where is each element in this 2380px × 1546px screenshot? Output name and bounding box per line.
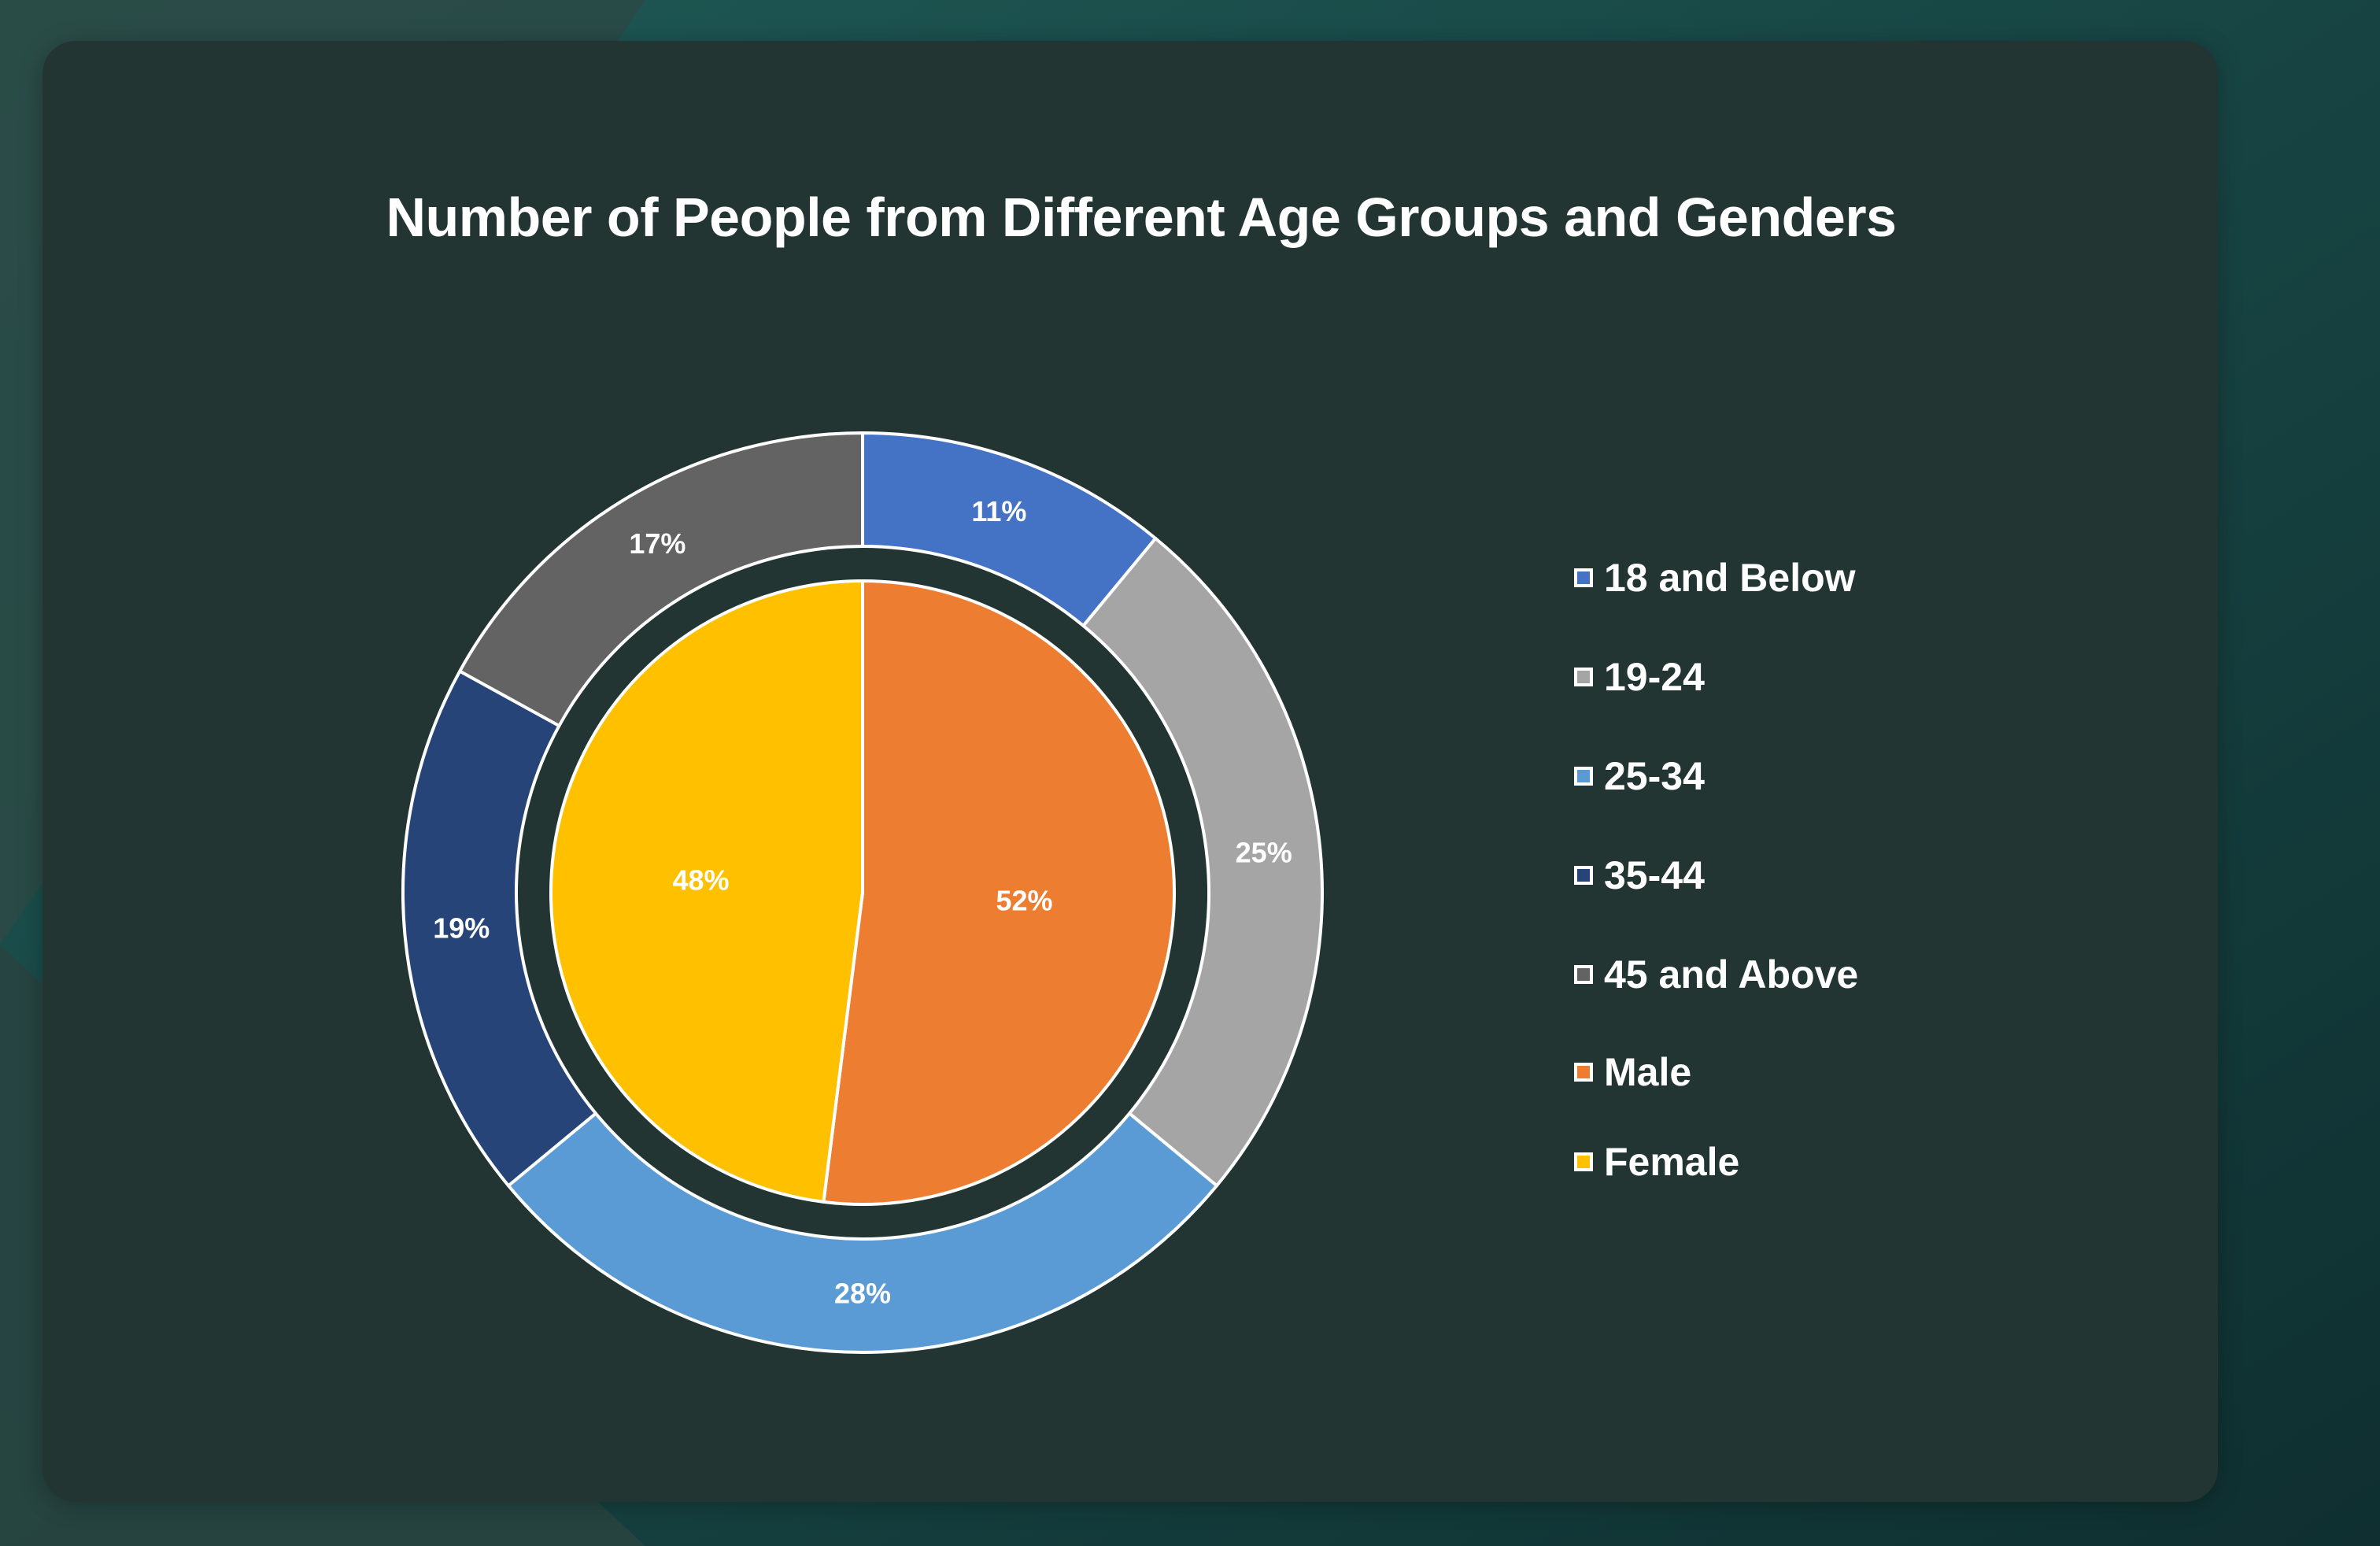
- legend-label: 25-34: [1604, 754, 1705, 798]
- legend-swatch: [1574, 965, 1593, 984]
- legend-label: 19-24: [1604, 655, 1705, 699]
- legend-swatch: [1574, 668, 1593, 686]
- inner-pie: [549, 579, 1176, 1206]
- legend-swatch: [1574, 1063, 1593, 1082]
- legend-item-female: Female: [1574, 1138, 1739, 1185]
- legend-label: 45 and Above: [1604, 952, 1859, 997]
- legend-item-45-and-above: 45 and Above: [1574, 951, 1858, 998]
- data-labels: 11% 25% 28% 19% 17% 52% 48%: [433, 495, 1292, 1310]
- data-label-35-44: 19%: [433, 912, 490, 945]
- outer-ring: [401, 431, 1324, 1355]
- legend-swatch: [1574, 866, 1593, 885]
- legend-item-male: Male: [1574, 1049, 1691, 1096]
- chart-title: Number of People from Different Age Grou…: [386, 187, 1898, 248]
- legend-item-18-and-below: 18 and Below: [1574, 554, 1856, 601]
- data-label-female: 48%: [672, 864, 729, 897]
- data-label-18-and-below: 11%: [971, 495, 1026, 527]
- outer-slice-25-34: [507, 1111, 1218, 1355]
- inner-slice-female: [549, 579, 864, 1204]
- legend-item-35-44: 35-44: [1574, 852, 1705, 899]
- legend-item-25-34: 25-34: [1574, 753, 1705, 800]
- data-label-45-and-above: 17%: [629, 527, 686, 560]
- data-label-male: 52%: [996, 884, 1052, 916]
- legend-label: 35-44: [1604, 853, 1705, 897]
- data-label-25-34: 28%: [834, 1278, 891, 1310]
- legend-item-19-24: 19-24: [1574, 653, 1705, 701]
- legend-swatch: [1574, 767, 1593, 786]
- outer-slice-19-24: [1081, 537, 1324, 1188]
- inner-slice-male: [822, 579, 1176, 1206]
- legend-label: 18 and Below: [1604, 556, 1856, 600]
- legend-swatch: [1574, 1152, 1593, 1171]
- data-label-19-24: 25%: [1236, 836, 1292, 868]
- legend-swatch: [1574, 568, 1593, 587]
- outer-slice-45-and-above: [458, 431, 864, 728]
- legend-label: Female: [1604, 1140, 1740, 1184]
- legend-label: Male: [1604, 1050, 1692, 1094]
- legend: 18 and Below 19-24 25-34 35-44 45 and Above M…: [1574, 0, 2125, 1546]
